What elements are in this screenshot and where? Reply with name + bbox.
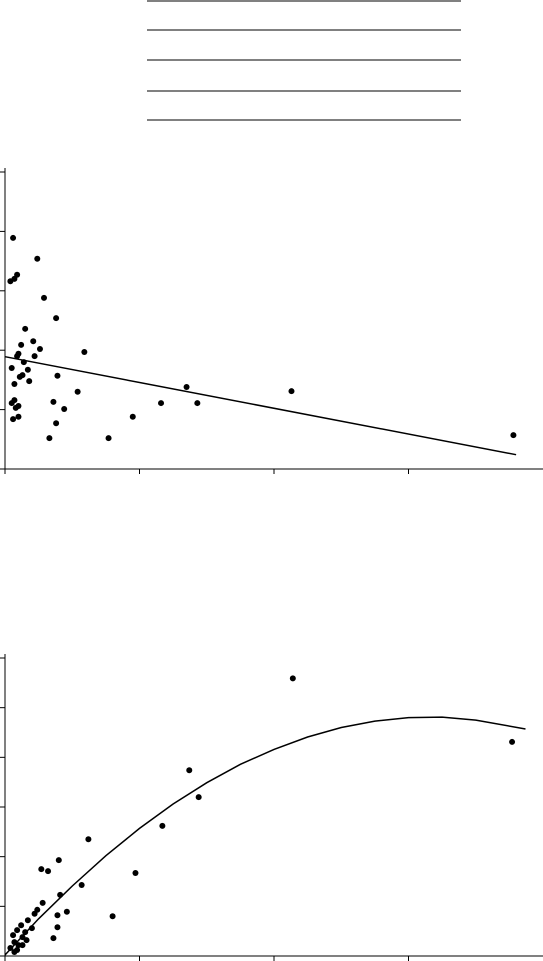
point xyxy=(31,910,38,917)
trendline xyxy=(4,716,526,956)
point xyxy=(14,927,21,934)
point xyxy=(63,908,70,915)
point xyxy=(132,870,139,877)
point xyxy=(61,406,68,413)
point xyxy=(22,929,29,936)
point xyxy=(15,413,22,420)
point xyxy=(289,675,296,682)
point xyxy=(16,373,23,380)
point xyxy=(55,857,62,864)
point xyxy=(57,891,64,898)
point xyxy=(53,315,60,322)
point xyxy=(28,925,35,932)
point xyxy=(14,271,21,278)
point xyxy=(30,338,37,345)
point xyxy=(11,949,18,956)
point xyxy=(12,404,19,411)
point xyxy=(158,400,165,407)
point xyxy=(183,384,190,391)
point xyxy=(38,866,45,873)
point xyxy=(8,365,15,372)
point xyxy=(22,325,29,332)
point xyxy=(78,881,85,888)
point xyxy=(10,234,17,241)
point xyxy=(105,435,112,442)
point xyxy=(34,255,41,262)
point xyxy=(81,348,88,355)
point xyxy=(24,917,31,924)
point xyxy=(509,738,516,745)
point xyxy=(129,413,136,420)
point xyxy=(11,381,18,388)
table-rules xyxy=(147,0,461,121)
point xyxy=(50,935,57,942)
point xyxy=(24,366,31,373)
point xyxy=(20,359,27,366)
point xyxy=(194,400,201,407)
point xyxy=(186,767,193,774)
point xyxy=(18,341,25,348)
point xyxy=(23,937,30,944)
point xyxy=(14,353,21,360)
point xyxy=(85,836,92,843)
point xyxy=(41,294,48,301)
point xyxy=(54,372,61,379)
point xyxy=(39,899,46,906)
point xyxy=(159,822,166,829)
point xyxy=(8,400,15,407)
point xyxy=(18,922,25,929)
point xyxy=(288,388,295,395)
point xyxy=(195,794,202,801)
point xyxy=(26,378,33,385)
point xyxy=(10,416,17,423)
point xyxy=(31,353,38,360)
point xyxy=(46,435,53,442)
point xyxy=(74,388,81,395)
point xyxy=(510,432,517,439)
point xyxy=(7,945,14,952)
point xyxy=(109,913,116,920)
point xyxy=(45,868,52,875)
trendline xyxy=(4,355,517,456)
point xyxy=(36,346,43,353)
point xyxy=(54,912,61,919)
point xyxy=(10,932,17,939)
point xyxy=(50,398,57,405)
point xyxy=(54,924,61,931)
point xyxy=(19,942,26,949)
point xyxy=(53,420,60,427)
